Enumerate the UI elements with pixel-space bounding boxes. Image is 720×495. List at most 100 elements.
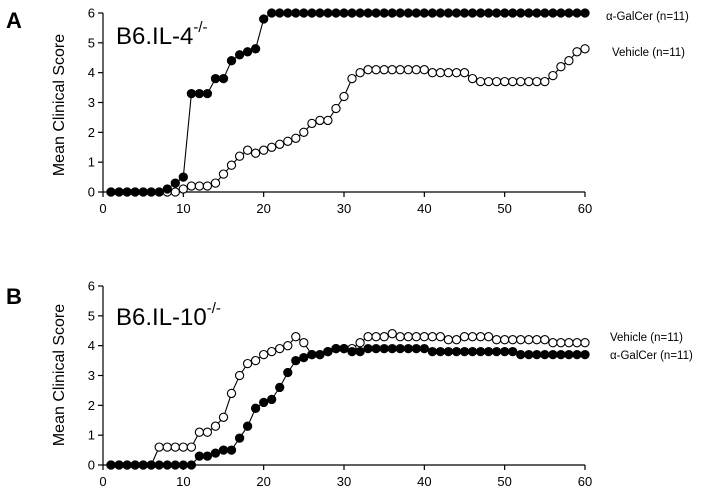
vehicle-data-point (186, 442, 197, 452)
y-tick-label: 4 (88, 65, 95, 80)
alpha-galcer-data-point (516, 349, 526, 360)
alpha-galcer-data-point (186, 88, 197, 99)
alpha-galcer-data-point (564, 8, 574, 18)
vehicle-data-point (508, 335, 518, 345)
alpha-galcer-data-point (130, 460, 140, 470)
vehicle-data-point (395, 65, 405, 75)
alpha-galcer-data-point (186, 460, 197, 470)
vehicle-data-point (371, 332, 381, 342)
vehicle-data-point (443, 335, 454, 345)
vehicle-data-point (331, 103, 341, 114)
vehicle-data-point (443, 68, 454, 78)
vehicle-data-point (194, 181, 205, 191)
vehicle-data-point (451, 335, 462, 345)
vehicle-data-point (218, 412, 229, 422)
vehicle-data-point (459, 68, 470, 78)
x-tick-label: 20 (256, 474, 270, 489)
vehicle-data-point (419, 65, 429, 75)
alpha-galcer-data-point (580, 349, 590, 360)
y-tick-label: 5 (88, 35, 95, 50)
alpha-galcer-data-point (363, 343, 373, 354)
vehicle-data-point (379, 332, 389, 342)
alpha-galcer-data-point (218, 73, 229, 84)
alpha-galcer-data-point (443, 346, 454, 357)
alpha-galcer-data-point (106, 460, 116, 470)
vehicle-data-point (475, 76, 486, 87)
alpha-galcer-data-point (411, 8, 421, 18)
vehicle-data-point (500, 76, 510, 87)
alpha-galcer-data-point (202, 451, 213, 461)
alpha-galcer-data-point (403, 343, 413, 354)
alpha-galcer-data-point (564, 349, 574, 360)
vehicle-data-point (516, 76, 526, 87)
vehicle-data-point (154, 442, 164, 452)
y-axis-label-a: Mean Clinical Score (51, 34, 68, 176)
alpha-galcer-data-point (242, 421, 253, 431)
vehicle-data-point (275, 343, 285, 354)
y-tick-label: 5 (88, 308, 95, 323)
x-tick-label: 40 (417, 474, 431, 489)
alpha-galcer-data-point (572, 349, 582, 360)
alpha-galcer-data-point (475, 8, 486, 18)
vehicle-data-point (226, 388, 237, 399)
alpha-galcer-data-point (379, 343, 389, 354)
y-axis-label-b: Mean Clinical Score (51, 304, 68, 446)
vehicle-data-point (242, 145, 253, 155)
alpha-galcer-data-point (371, 8, 381, 18)
vehicle-data-point (218, 169, 229, 179)
alpha-galcer-data-point (178, 172, 188, 182)
alpha-galcer-data-point (106, 187, 116, 197)
alpha-galcer-data-point (194, 451, 205, 461)
vehicle-data-point (500, 335, 510, 345)
alpha-galcer-data-point (532, 349, 542, 360)
alpha-galcer-data-point (467, 8, 478, 18)
vehicle-data-point (226, 160, 237, 170)
vehicle-data-point (379, 65, 389, 75)
alpha-galcer-data-point (114, 187, 124, 197)
vehicle-data-point (483, 332, 494, 342)
vehicle-data-point (532, 335, 542, 345)
alpha-galcer-data-point (435, 346, 446, 357)
alpha-galcer-data-point (315, 8, 325, 18)
vehicle-data-point (475, 332, 486, 342)
vehicle-data-point (548, 338, 558, 348)
alpha-galcer-data-point (355, 346, 365, 357)
alpha-galcer-data-point (427, 8, 438, 18)
alpha-galcer-data-point (130, 187, 140, 197)
vehicle-data-point (170, 442, 180, 452)
legend-label-a-2: Vehicle (n=11) (612, 47, 685, 59)
y-tick-label: 6 (88, 279, 95, 294)
vehicle-data-point (275, 139, 285, 149)
alpha-galcer-data-point (556, 349, 566, 360)
alpha-galcer-data-point (146, 460, 156, 470)
vehicle-data-point (387, 65, 397, 75)
alpha-galcer-data-point (459, 8, 470, 18)
vehicle-data-point (532, 76, 542, 87)
vehicle-data-point (524, 76, 534, 87)
alpha-galcer-data-point (275, 382, 285, 393)
alpha-galcer-data-point (339, 8, 349, 18)
alpha-galcer-data-point (403, 8, 413, 18)
vehicle-data-point (267, 142, 277, 152)
alpha-galcer-data-point (299, 352, 309, 363)
alpha-galcer-data-point (451, 8, 462, 18)
alpha-galcer-data-point (250, 44, 261, 54)
alpha-galcer-data-point (170, 178, 180, 188)
vehicle-data-point (210, 421, 221, 431)
alpha-galcer-data-point (459, 346, 470, 357)
vehicle-data-point (363, 65, 373, 75)
alpha-galcer-data-point (355, 8, 365, 18)
y-tick-label: 2 (88, 125, 95, 140)
alpha-galcer-data-point (154, 460, 164, 470)
vehicle-data-point (202, 427, 213, 437)
vehicle-data-point (202, 181, 213, 191)
panel-letter-b: B (6, 284, 22, 309)
x-tick-label: 20 (256, 201, 270, 216)
alpha-galcer-data-point (347, 346, 357, 357)
vehicle-data-point (186, 181, 197, 191)
vehicle-data-point (435, 68, 446, 78)
x-tick-label: 10 (176, 201, 190, 216)
vehicle-data-point (540, 76, 550, 87)
vehicle-data-point (564, 56, 574, 66)
alpha-galcer-data-point (491, 346, 502, 357)
